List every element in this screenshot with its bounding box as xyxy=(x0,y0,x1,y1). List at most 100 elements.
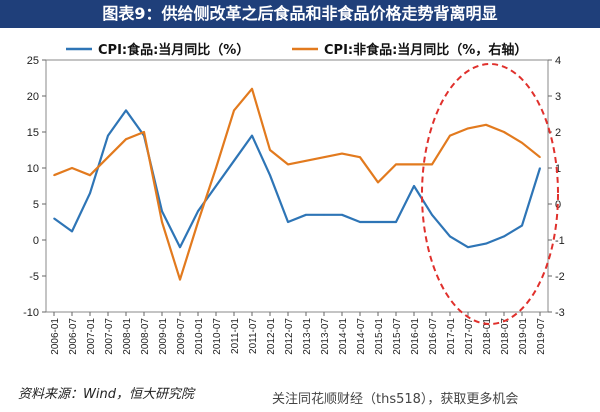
food-cpi-point xyxy=(449,235,451,238)
x-tick-label: 2006-01 xyxy=(50,318,61,355)
legend-label: CPI:食品:当月同比（%） xyxy=(98,42,249,58)
x-tick-label: 2014-07 xyxy=(356,318,367,355)
food-cpi-point xyxy=(305,214,307,216)
food-cpi-point xyxy=(287,221,289,223)
nonfood-cpi-point xyxy=(449,134,451,137)
food-cpi-point xyxy=(341,214,343,216)
nonfood-cpi-point xyxy=(431,163,433,166)
nonfood-cpi-point xyxy=(89,174,91,176)
food-cpi-point xyxy=(233,160,235,162)
x-tick-label: 2017-01 xyxy=(446,318,457,355)
food-cpi-point xyxy=(413,185,415,187)
y-left-tick-label: 15 xyxy=(27,127,39,139)
nonfood-cpi-point xyxy=(467,127,469,130)
food-cpi-point xyxy=(539,167,541,169)
nonfood-cpi-point xyxy=(413,163,415,166)
x-tick-label: 2013-01 xyxy=(302,318,313,355)
plot-frame xyxy=(45,59,549,313)
y-right-tick-label: 1 xyxy=(555,163,561,175)
nonfood-cpi-point xyxy=(395,163,397,166)
x-tick-label: 2016-07 xyxy=(428,318,439,355)
x-tick-label: 2013-07 xyxy=(320,318,331,355)
x-tick-label: 2011-07 xyxy=(248,318,259,354)
food-cpi-line xyxy=(53,109,542,249)
nonfood-cpi-line xyxy=(53,87,541,281)
nonfood-cpi-point xyxy=(539,156,541,158)
y-left-tick-label: 20 xyxy=(27,91,39,103)
nonfood-cpi-point xyxy=(377,181,379,184)
nonfood-cpi-point xyxy=(107,156,109,158)
x-tick-label: 2018-07 xyxy=(500,318,511,355)
x-tick-label: 2006-07 xyxy=(68,318,79,355)
y-left-tick-label: -5 xyxy=(29,271,39,283)
food-cpi-point xyxy=(377,221,379,223)
nonfood-cpi-point xyxy=(251,88,253,90)
food-cpi-point xyxy=(161,210,163,212)
x-tick-label: 2012-07 xyxy=(284,318,295,355)
nonfood-cpi-point xyxy=(269,149,271,151)
nonfood-cpi-point xyxy=(71,167,73,169)
nonfood-cpi-point xyxy=(143,131,145,133)
food-cpi-point xyxy=(89,192,91,194)
food-cpi-point xyxy=(179,246,181,248)
nonfood-cpi-point xyxy=(521,142,523,144)
source-note: 资料来源：Wind，恒大研究院 xyxy=(18,387,194,402)
y-right-tick-label: 2 xyxy=(555,127,561,139)
food-cpi-point xyxy=(251,134,253,137)
x-tick-label: 2009-01 xyxy=(158,318,169,355)
nonfood-cpi-point xyxy=(503,131,505,133)
nonfood-cpi-point xyxy=(341,152,343,155)
x-tick-label: 2008-07 xyxy=(140,318,151,355)
x-tick-label: 2009-07 xyxy=(176,318,187,355)
highlight-ellipse xyxy=(421,63,559,325)
food-cpi-point xyxy=(125,109,127,112)
x-tick-label: 2019-01 xyxy=(518,318,529,355)
food-cpi-point xyxy=(107,134,109,137)
food-cpi-point xyxy=(197,210,199,212)
y-left-tick-label: 5 xyxy=(33,199,39,211)
food-cpi-point xyxy=(269,174,271,176)
nonfood-cpi-point xyxy=(359,156,361,158)
x-tick-label: 2011-01 xyxy=(230,318,241,354)
food-cpi-point xyxy=(53,217,55,220)
nonfood-cpi-point xyxy=(323,156,325,158)
annotation-layer xyxy=(421,63,559,325)
food-cpi-point xyxy=(395,221,397,223)
nonfood-cpi-point xyxy=(125,138,127,140)
food-cpi-point xyxy=(503,235,505,238)
food-cpi-point xyxy=(359,221,361,223)
nonfood-cpi-point xyxy=(161,221,163,223)
food-cpi-point xyxy=(323,214,325,216)
y-right-tick-label: 4 xyxy=(555,55,561,67)
x-tick-label: 2014-01 xyxy=(338,318,349,355)
watermark-text: 关注同花顺财经（ths518），获取更多机会 xyxy=(272,392,519,407)
food-cpi-point xyxy=(215,185,217,187)
x-tick-label: 2015-01 xyxy=(374,318,385,355)
y-left-tick-label: -10 xyxy=(23,307,39,319)
y-right-tick-label: 3 xyxy=(555,91,561,103)
nonfood-cpi-point xyxy=(485,124,487,126)
food-cpi-point xyxy=(467,246,469,248)
nonfood-cpi-point xyxy=(305,160,307,162)
chart-title: 图表9：供给侧改革之后食品和非食品价格走势背离明显 xyxy=(102,4,498,23)
x-tick-label: 2010-01 xyxy=(194,318,205,355)
nonfood-cpi-point xyxy=(53,174,55,176)
x-tick-label: 2007-07 xyxy=(104,318,115,355)
x-tick-label: 2008-01 xyxy=(122,318,133,355)
legend-label: CPI:非食品:当月同比（%，右轴） xyxy=(324,42,527,58)
food-cpi-point xyxy=(521,224,523,227)
x-tick-label: 2015-07 xyxy=(392,318,403,355)
x-tick-label: 2019-07 xyxy=(536,318,547,355)
x-tick-label: 2016-01 xyxy=(410,318,421,355)
title-bar xyxy=(0,0,600,28)
nonfood-cpi-point xyxy=(233,109,235,112)
x-tick-label: 2012-01 xyxy=(266,318,277,355)
nonfood-cpi-point xyxy=(215,167,217,169)
legend: CPI:食品:当月同比（%） CPI:非食品:当月同比（%，右轴） xyxy=(66,42,527,58)
y-right-tick-label: -3 xyxy=(555,307,565,319)
y-left-tick-label: 25 xyxy=(27,55,39,67)
x-tick-label: 2017-07 xyxy=(464,318,475,355)
nonfood-cpi-point xyxy=(179,278,181,281)
